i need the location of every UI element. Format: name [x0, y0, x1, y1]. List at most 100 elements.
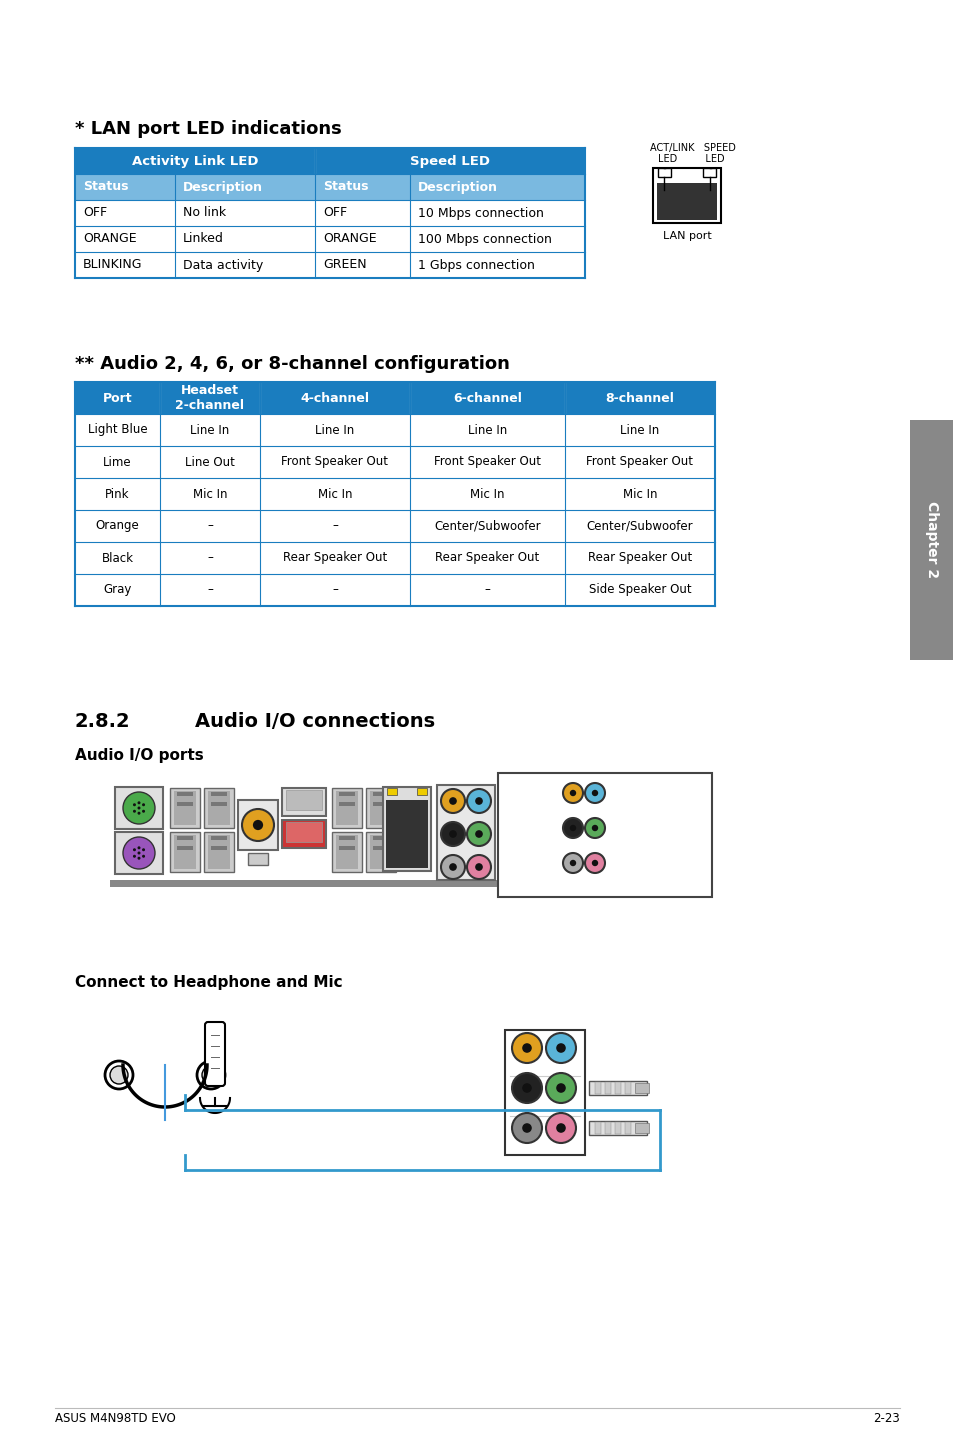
Text: Light Blue: Light Blue — [88, 424, 147, 437]
Bar — [909, 420, 953, 660]
Text: Data activity: Data activity — [183, 259, 263, 272]
Text: Connect to Headphone and Mic: Connect to Headphone and Mic — [75, 975, 342, 989]
Text: Port: Port — [103, 391, 132, 404]
Text: Front Speaker Out: Front Speaker Out — [434, 456, 540, 469]
Circle shape — [105, 1061, 132, 1089]
Bar — [204, 833, 233, 871]
Text: –: – — [207, 584, 213, 597]
Text: Line In: Line In — [619, 424, 659, 437]
Circle shape — [569, 789, 576, 797]
Text: Line In: Line In — [467, 424, 507, 437]
Circle shape — [562, 853, 582, 873]
Bar — [173, 791, 195, 825]
Text: Black: Black — [101, 552, 133, 565]
Text: Rear Speaker Out: Rear Speaker Out — [283, 552, 387, 565]
Bar — [604, 1081, 610, 1094]
Text: light blue: light blue — [619, 788, 672, 798]
Bar — [75, 542, 714, 574]
Circle shape — [467, 823, 491, 846]
Circle shape — [440, 856, 464, 879]
Text: Line In: Line In — [191, 424, 230, 437]
Circle shape — [242, 810, 274, 841]
Circle shape — [521, 1123, 531, 1133]
Bar — [624, 1122, 630, 1135]
Bar — [170, 788, 200, 828]
Text: Headset
2-channel: Headset 2-channel — [175, 384, 244, 413]
Text: Mic In: Mic In — [470, 487, 504, 500]
Text: Activity Link LED: Activity Link LED — [132, 154, 258, 167]
Circle shape — [512, 1032, 541, 1063]
Text: 8-channel: 8-channel — [605, 391, 674, 404]
Text: GREEN: GREEN — [323, 259, 366, 272]
Bar — [624, 1081, 630, 1094]
Bar — [170, 833, 200, 871]
Text: * LAN port LED indications: * LAN port LED indications — [75, 119, 341, 138]
Bar — [373, 802, 389, 807]
Bar — [177, 792, 193, 797]
Text: ORANGE: ORANGE — [83, 233, 136, 246]
Circle shape — [142, 848, 145, 851]
Text: –: – — [484, 584, 490, 597]
Bar — [75, 174, 584, 200]
Bar — [373, 835, 389, 840]
Bar — [75, 477, 714, 510]
Bar — [282, 788, 326, 815]
Bar — [75, 414, 714, 446]
Circle shape — [475, 830, 482, 838]
Text: ACT/LINK   SPEED: ACT/LINK SPEED — [649, 142, 735, 152]
Text: 10 Mbps connection: 10 Mbps connection — [417, 207, 543, 220]
Text: BLINKING: BLINKING — [83, 259, 142, 272]
Bar — [595, 1122, 600, 1135]
Circle shape — [475, 797, 482, 805]
Bar — [211, 802, 227, 807]
Bar — [615, 1122, 620, 1135]
Text: Gray: Gray — [103, 584, 132, 597]
Circle shape — [196, 1061, 225, 1089]
Circle shape — [556, 1043, 565, 1053]
Circle shape — [562, 818, 582, 838]
Bar — [604, 1122, 610, 1135]
Circle shape — [556, 1083, 565, 1093]
Text: lime: lime — [619, 823, 643, 833]
Bar — [595, 1081, 600, 1094]
Text: 100 Mbps connection: 100 Mbps connection — [417, 233, 551, 246]
Bar — [237, 800, 277, 850]
Circle shape — [545, 1073, 576, 1103]
Text: Center/Subwoofer: Center/Subwoofer — [434, 519, 540, 532]
Circle shape — [110, 1066, 128, 1084]
Bar — [204, 788, 233, 828]
Text: Status: Status — [323, 181, 368, 194]
Text: 2-23: 2-23 — [872, 1412, 899, 1425]
Bar — [702, 168, 716, 177]
Circle shape — [591, 825, 598, 831]
Bar — [75, 446, 714, 477]
Circle shape — [562, 784, 582, 802]
Circle shape — [132, 804, 136, 807]
Bar — [335, 791, 357, 825]
Circle shape — [123, 792, 154, 824]
Text: OFF: OFF — [83, 207, 107, 220]
Text: Mic In: Mic In — [622, 487, 657, 500]
Bar — [282, 820, 326, 848]
Bar — [370, 835, 392, 869]
Text: Description: Description — [417, 181, 497, 194]
Bar — [211, 835, 227, 840]
Text: gray: gray — [522, 858, 547, 869]
Bar — [115, 833, 163, 874]
Circle shape — [591, 860, 598, 866]
Bar — [658, 168, 670, 177]
Text: 2.8.2: 2.8.2 — [75, 712, 131, 731]
Text: No link: No link — [183, 207, 226, 220]
Bar — [110, 880, 550, 887]
Circle shape — [132, 848, 136, 851]
Bar — [373, 846, 389, 850]
Bar — [373, 792, 389, 797]
Text: ASUS M4N98TD EVO: ASUS M4N98TD EVO — [55, 1412, 175, 1425]
Text: Center/Subwoofer: Center/Subwoofer — [586, 519, 693, 532]
Text: Mic In: Mic In — [317, 487, 352, 500]
Bar — [173, 835, 195, 869]
Circle shape — [137, 851, 140, 854]
Bar — [208, 791, 230, 825]
Circle shape — [584, 818, 604, 838]
Bar — [370, 791, 392, 825]
